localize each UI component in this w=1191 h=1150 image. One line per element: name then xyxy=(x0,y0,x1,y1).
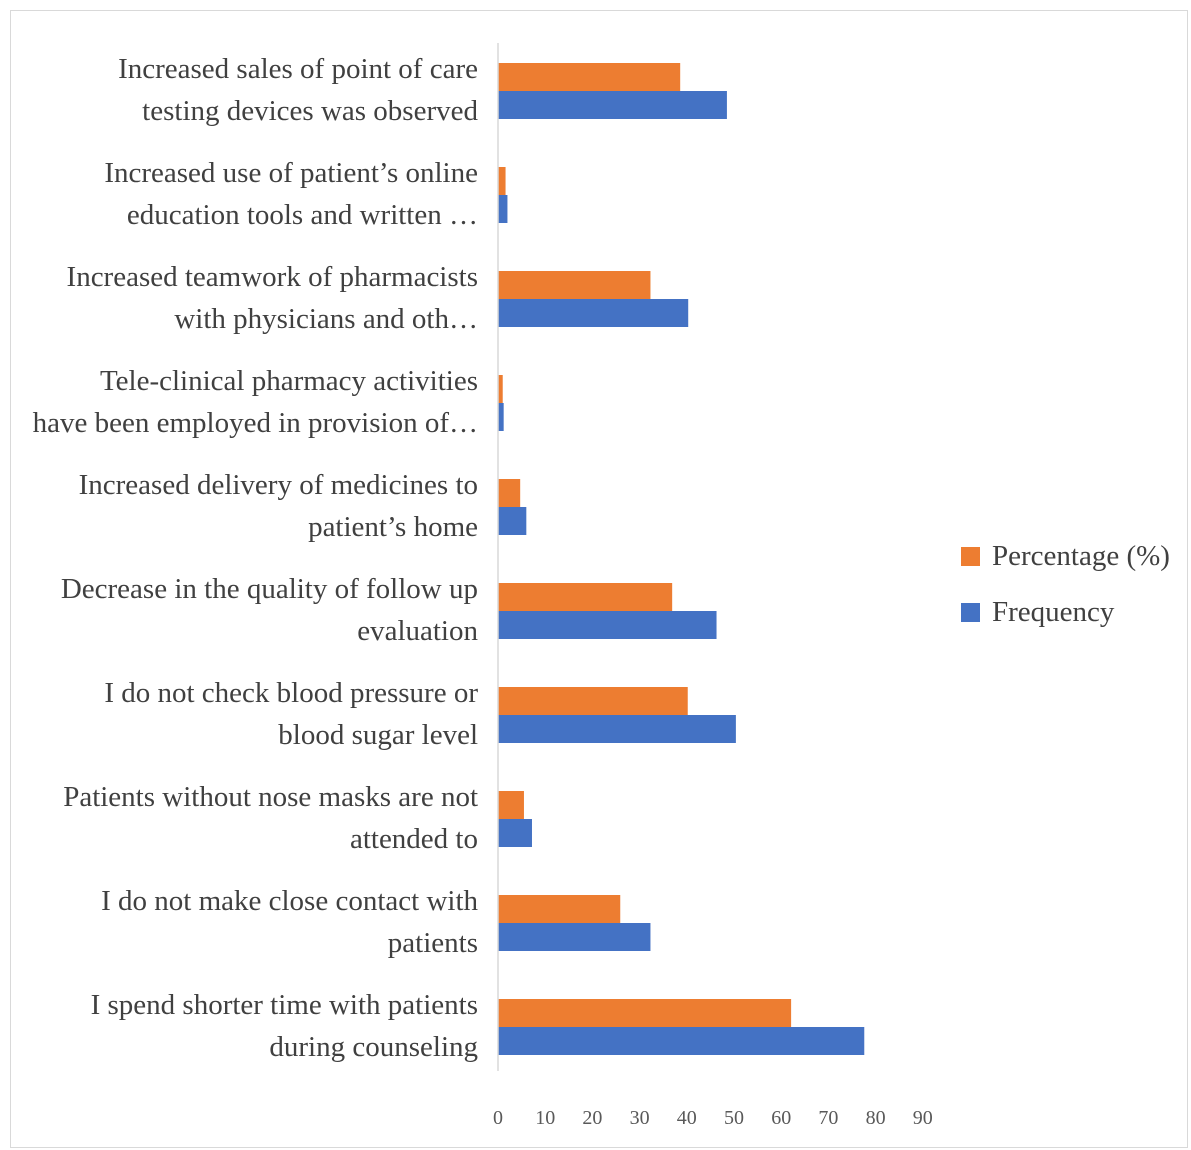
category-label-8: I do not make close contact with patients xyxy=(101,885,478,959)
category-label-line: Increased delivery of medicines to xyxy=(79,469,478,501)
bar-frequency-1 xyxy=(498,195,508,223)
category-label-line: patient’s home xyxy=(308,511,478,543)
bar-frequency-8 xyxy=(498,923,651,951)
bar-frequency-0 xyxy=(498,91,727,119)
category-label-1: Increased use of patient’s online educati… xyxy=(104,157,478,231)
bar-frequency-5 xyxy=(498,611,717,639)
x-tick-label-3: 30 xyxy=(630,1107,650,1129)
category-label-line: Increased use of patient’s online xyxy=(104,157,478,189)
legend-label-frequency: Frequency xyxy=(992,596,1115,628)
category-label-6: I do not check blood pressure or blood su… xyxy=(104,677,478,751)
x-tick-label-7: 70 xyxy=(818,1107,838,1129)
category-label-3: Tele-clinical pharmacy activities have be… xyxy=(33,365,478,439)
category-label-line: patients xyxy=(388,927,478,959)
bar-percentage-9 xyxy=(498,999,792,1027)
bar-percentage-8 xyxy=(498,895,621,923)
category-label-line: attended to xyxy=(350,823,478,855)
x-axis-ticks: 0 10 20 30 40 50 60 70 80 90 xyxy=(493,1107,933,1129)
category-label-line: during counseling xyxy=(269,1031,478,1063)
x-tick-label-6: 60 xyxy=(771,1107,791,1129)
category-label-line: education tools and written … xyxy=(127,199,478,231)
category-label-line: I do not make close contact with xyxy=(101,885,478,917)
category-label-line: Increased sales of point of care xyxy=(118,53,478,85)
bar-percentage-1 xyxy=(498,167,506,195)
x-tick-label-8: 80 xyxy=(866,1107,886,1129)
category-label-9: I spend shorter time with patients during… xyxy=(91,989,478,1063)
bar-frequency-6 xyxy=(498,715,736,743)
bar-chart: Increased sales of point of care testing … xyxy=(33,43,1170,1129)
bar-percentage-7 xyxy=(498,791,524,819)
legend-label-percentage: Percentage (%) xyxy=(992,540,1170,572)
category-label-line: testing devices was observed xyxy=(142,95,478,127)
category-label-line: Increased teamwork of pharmacists xyxy=(67,261,478,293)
category-label-line: I do not check blood pressure or xyxy=(104,677,478,709)
bar-frequency-2 xyxy=(498,299,689,327)
x-tick-label-4: 40 xyxy=(677,1107,697,1129)
category-label-7: Patients without nose masks are not atten… xyxy=(63,781,478,855)
bar-percentage-2 xyxy=(498,271,651,299)
x-tick-label-0: 0 xyxy=(493,1107,503,1129)
legend: Percentage (%) Frequency xyxy=(961,540,1170,628)
category-label-line: have been employed in provision of… xyxy=(33,407,478,439)
bar-percentage-4 xyxy=(498,479,521,507)
x-tick-label-9: 90 xyxy=(913,1107,933,1129)
legend-swatch-frequency xyxy=(961,603,980,622)
category-label-5: Decrease in the quality of follow up eval… xyxy=(61,573,479,647)
category-label-line: Tele-clinical pharmacy activities xyxy=(100,365,478,397)
category-label-line: I spend shorter time with patients xyxy=(91,989,478,1021)
category-label-line: blood sugar level xyxy=(278,719,478,751)
bar-percentage-5 xyxy=(498,583,673,611)
category-labels: Increased sales of point of care testing … xyxy=(33,53,479,1063)
category-label-4: Increased delivery of medicines to patien… xyxy=(79,469,478,543)
category-label-line: evaluation xyxy=(357,615,478,647)
bar-frequency-7 xyxy=(498,819,532,847)
bar-percentage-0 xyxy=(498,63,681,91)
bar-percentage-6 xyxy=(498,687,688,715)
category-label-line: Patients without nose masks are not xyxy=(63,781,478,813)
bar-frequency-4 xyxy=(498,507,527,535)
category-label-2: Increased teamwork of pharmacists with ph… xyxy=(67,261,478,335)
bars-group xyxy=(498,63,865,1055)
x-tick-label-2: 20 xyxy=(582,1107,602,1129)
bar-frequency-3 xyxy=(498,403,504,431)
category-label-0: Increased sales of point of care testing … xyxy=(118,53,478,127)
category-label-line: with physicians and oth… xyxy=(174,303,478,335)
bar-percentage-3 xyxy=(498,375,503,403)
bar-frequency-9 xyxy=(498,1027,865,1055)
chart-frame: Increased sales of point of care testing … xyxy=(10,10,1188,1148)
x-tick-label-1: 10 xyxy=(535,1107,555,1129)
x-tick-label-5: 50 xyxy=(724,1107,744,1129)
legend-swatch-percentage xyxy=(961,547,980,566)
category-label-line: Decrease in the quality of follow up xyxy=(61,573,478,605)
